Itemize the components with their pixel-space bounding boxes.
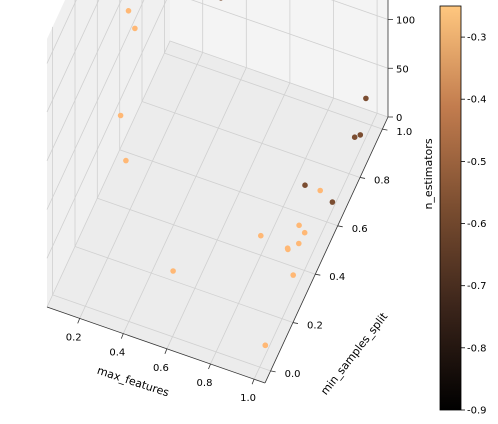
colorbar-tick-label: -0.3 [467,33,487,44]
y-tick-mark [270,370,276,373]
z-tick-label: 50 [396,64,409,75]
y-tick-label: 0.4 [329,272,345,283]
data-point [262,342,269,349]
x-tick-label: 0.2 [66,332,82,343]
x-tick-mark [251,379,255,385]
z-axis-label: n_estimators [422,138,435,209]
y-tick-mark [337,225,343,228]
y-tick-mark [315,273,321,276]
y-tick-mark [382,128,388,131]
data-point [284,245,291,251]
z-grid-line [46,0,122,161]
colorbar [439,5,462,411]
data-point [317,187,324,194]
x-tick-mark [208,363,211,370]
tick-labels: 0.20.40.60.81.00.00.20.40.60.81.00501001… [66,16,415,405]
z-tick-label: 0 [396,113,402,124]
data-point [302,182,308,188]
data-point [123,157,129,164]
x-tick-mark [77,318,81,324]
x-tick-label: 0.6 [153,363,169,374]
data-point [125,8,132,14]
y-axis-label: min_samples_split [318,310,391,398]
x-tick-label: 1.0 [240,393,256,404]
data-point [301,229,308,236]
colorbar-tick-label: -0.4 [467,95,487,106]
data-point [290,272,297,278]
x-tick-mark [164,348,168,354]
y-axis-line [264,116,389,384]
colorbar-tick-label: -0.7 [467,281,487,292]
scatter-points [117,0,369,349]
data-point [351,134,358,140]
y-tick-mark [292,322,299,324]
z-grid-line [46,0,389,259]
y-tick-mark [359,177,366,179]
data-point [357,132,364,138]
y-tick-label: 0.6 [352,224,368,235]
grid-lines [46,0,389,380]
x-tick-label: 0.4 [109,348,125,359]
y-tick-label: 0.0 [285,369,301,380]
x-tick-mark [120,333,124,339]
colorbar-tick-label: -0.9 [467,406,487,417]
x-axis-line [46,306,266,384]
floor-pane [47,41,388,383]
y-tick-label: 1.0 [396,127,412,138]
z-grid-line [46,0,389,210]
colorbar-tick-label: -0.6 [467,219,487,230]
colorbar-ticks: -0.3 -0.4 -0.5 -0.6 -0.7 -0.8 -0.9 [461,33,487,417]
axis-lines [46,0,389,384]
x-tick-label: 0.8 [197,378,213,389]
data-point [117,112,124,119]
left-pane [47,0,170,307]
y-tick-label: 0.8 [374,176,390,187]
z-grid-line [46,0,100,113]
colorbar-tick-label: -0.8 [467,343,487,354]
y-tick-label: 0.2 [307,321,323,332]
z-tick-label: 100 [396,16,415,27]
data-point [363,95,369,102]
data-point [329,199,336,205]
colorbar-tick-label: -0.5 [467,157,487,168]
z-grid-line [46,40,389,308]
data-point [219,0,223,1]
data-point [132,25,138,32]
data-point [296,240,302,247]
data-point [170,268,176,274]
data-point [258,232,264,239]
data-point [296,222,302,229]
